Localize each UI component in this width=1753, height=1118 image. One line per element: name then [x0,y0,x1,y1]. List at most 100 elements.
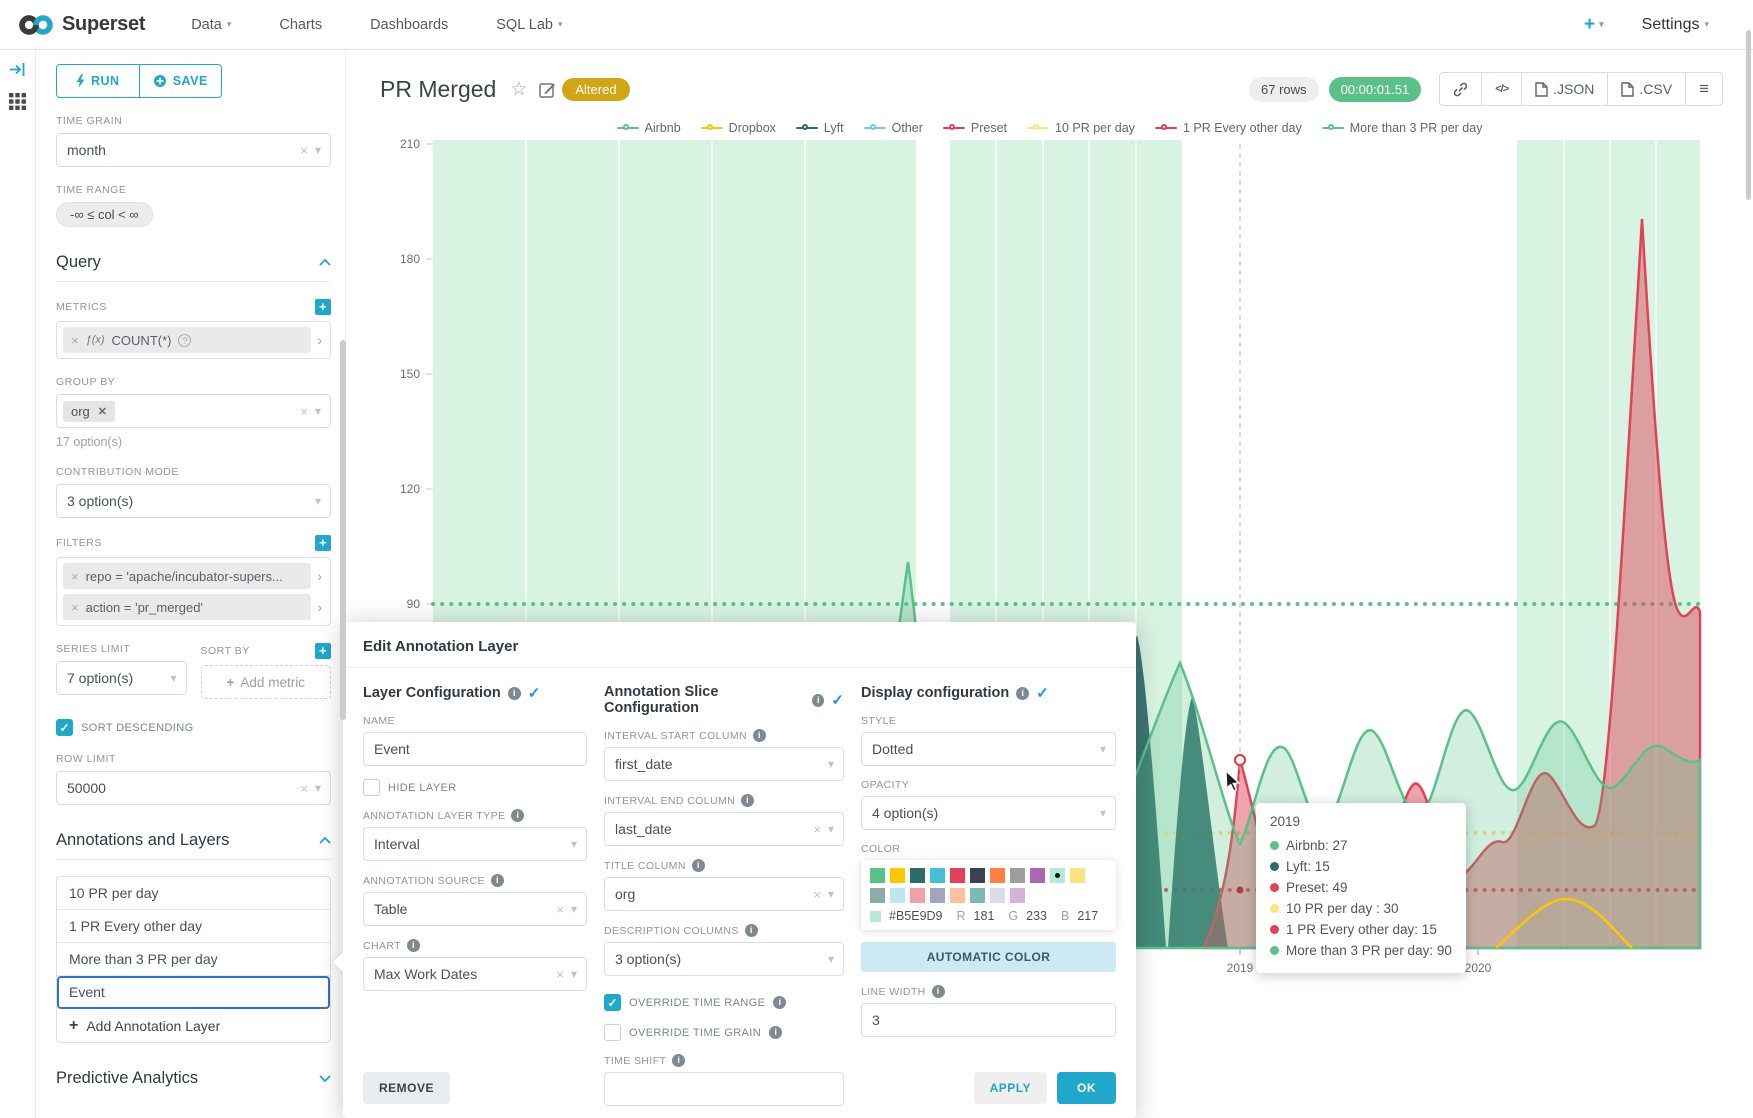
color-swatch[interactable] [1010,888,1025,903]
remove-button[interactable]: REMOVE [363,1072,451,1104]
annotation-layer-item-selected[interactable]: Event [57,976,330,1009]
annotation-layer-item[interactable]: 1 PR Every other day [57,910,330,943]
info-icon[interactable]: i [741,794,755,807]
color-swatch[interactable] [870,868,885,883]
new-item-button[interactable]: + ▾ [1584,13,1604,35]
chevron-down-icon[interactable]: ▾ [570,967,577,981]
color-swatch[interactable] [930,868,945,883]
chevron-down-icon[interactable]: ▾ [314,143,321,157]
annotations-section-header[interactable]: Annotations and Layers [56,831,331,860]
export-csv-button[interactable]: .CSV [1608,73,1687,105]
clear-icon[interactable]: × [556,966,564,982]
ok-button[interactable]: OK [1057,1072,1116,1104]
group-by-chip[interactable]: org ✕ [63,400,116,422]
color-swatch[interactable] [890,868,905,883]
nav-item-data[interactable]: Data ▾ [191,16,232,33]
series-limit-select[interactable]: 7 option(s) ▾ [56,661,187,695]
chevron-down-icon[interactable]: ▾ [314,781,321,795]
remove-icon[interactable]: × [71,332,79,348]
copy-link-button[interactable] [1440,73,1483,105]
altered-badge[interactable]: Altered [562,77,630,101]
filter-chip[interactable]: × repo = 'apache/incubator-supers... [63,563,312,589]
remove-icon[interactable]: × [71,599,79,615]
interval-end-select[interactable]: last_date × ▾ [604,812,844,846]
chevron-right-icon[interactable]: › [317,568,322,584]
annotation-source-select[interactable]: Table × ▾ [363,892,587,926]
override-time-range-checkbox[interactable]: ✓ [604,994,621,1011]
chevron-right-icon[interactable]: › [317,332,322,348]
style-select[interactable]: Dotted ▾ [861,732,1116,766]
add-sort-metric-button[interactable]: + [315,643,331,659]
info-icon[interactable]: i [511,809,525,822]
legend-item[interactable]: More than 3 PR per day [1321,121,1482,135]
favorite-star-icon[interactable]: ☆ [510,78,528,100]
embed-code-button[interactable]: </> [1482,73,1523,105]
nav-item-dashboards[interactable]: Dashboards [370,16,449,33]
chevron-down-icon[interactable]: ▾ [1099,806,1106,820]
row-limit-select[interactable]: 50000 × ▾ [56,771,331,805]
filter-chip[interactable]: × action = 'pr_merged' [63,594,312,620]
group-by-select[interactable]: org ✕ × ▾ [56,394,331,428]
info-icon[interactable]: i [812,693,825,707]
superset-logo[interactable]: Superset [18,13,145,36]
color-swatch[interactable] [870,888,885,903]
title-column-select[interactable]: org × ▾ [604,877,844,911]
chevron-down-icon[interactable]: ▾ [827,757,834,771]
remove-icon[interactable]: × [71,568,79,584]
color-swatch[interactable] [950,888,965,903]
info-icon[interactable]: i [507,686,521,700]
info-icon[interactable]: i [672,1054,686,1067]
info-icon[interactable]: i [691,859,705,872]
annotation-layer-item[interactable]: More than 3 PR per day [57,943,330,976]
metric-chip[interactable]: × ƒ(x) COUNT(*) ? [63,327,312,353]
color-swatch[interactable] [1030,868,1045,883]
color-swatch[interactable] [970,868,985,883]
description-columns-select[interactable]: 3 option(s) ▾ [604,942,844,976]
legend-item[interactable]: 1 PR Every other day [1154,121,1302,135]
automatic-color-button[interactable]: AUTOMATIC COLOR [861,942,1116,972]
chevron-down-icon[interactable]: ▾ [570,902,577,916]
chevron-down-icon[interactable]: ▾ [314,494,321,508]
time-shift-input[interactable] [604,1072,844,1106]
chart-select[interactable]: Max Work Dates × ▾ [363,957,587,991]
color-swatch[interactable] [890,888,905,903]
annotation-layer-type-select[interactable]: Interval ▾ [363,827,587,861]
annotation-layer-item[interactable]: 10 PR per day [57,877,330,910]
legend-item[interactable]: 10 PR per day [1027,121,1135,135]
collapse-panel-icon[interactable] [9,62,26,77]
legend-item[interactable]: Dropbox [700,121,776,135]
settings-menu[interactable]: Settings ▾ [1641,15,1709,33]
more-options-button[interactable]: ≡ [1699,79,1709,98]
sort-by-add-metric[interactable]: + Add metric [200,665,331,699]
apply-button[interactable]: APPLY [973,1072,1047,1104]
chevron-down-icon[interactable]: ▾ [1099,742,1106,756]
clear-icon[interactable]: × [300,403,308,419]
color-swatch[interactable] [950,868,965,883]
sort-descending-checkbox[interactable]: ✓ [56,719,73,736]
info-icon[interactable]: i [490,874,504,887]
remove-icon[interactable]: ✕ [97,405,108,418]
color-swatch-selected[interactable] [1050,868,1065,883]
color-swatch[interactable] [910,888,925,903]
color-swatch[interactable] [990,888,1005,903]
time-range-pill[interactable]: -∞ ≤ col < ∞ [56,202,153,227]
hide-layer-checkbox[interactable] [363,779,380,796]
run-button[interactable]: RUN [57,65,140,97]
opacity-select[interactable]: 4 option(s) ▾ [861,796,1116,830]
info-icon[interactable]: i [1016,686,1030,700]
export-json-button[interactable]: .JSON [1522,73,1609,105]
legend-item[interactable]: Lyft [795,121,844,135]
chevron-down-icon[interactable]: ▾ [314,404,321,418]
chevron-down-icon[interactable]: ▾ [827,887,834,901]
nav-item-charts[interactable]: Charts [279,16,323,33]
legend-item[interactable]: Other [863,121,923,135]
nav-item-sqllab[interactable]: SQL Lab ▾ [496,16,563,33]
color-swatch[interactable] [930,888,945,903]
info-icon[interactable]: i [769,1026,783,1039]
interval-start-select[interactable]: first_date ▾ [604,747,844,781]
page-scrollbar[interactable] [1746,30,1751,200]
clear-icon[interactable]: × [556,901,564,917]
add-annotation-layer-button[interactable]: + Add Annotation Layer [69,1016,221,1034]
name-input[interactable] [363,732,587,766]
chevron-right-icon[interactable]: › [317,599,322,615]
